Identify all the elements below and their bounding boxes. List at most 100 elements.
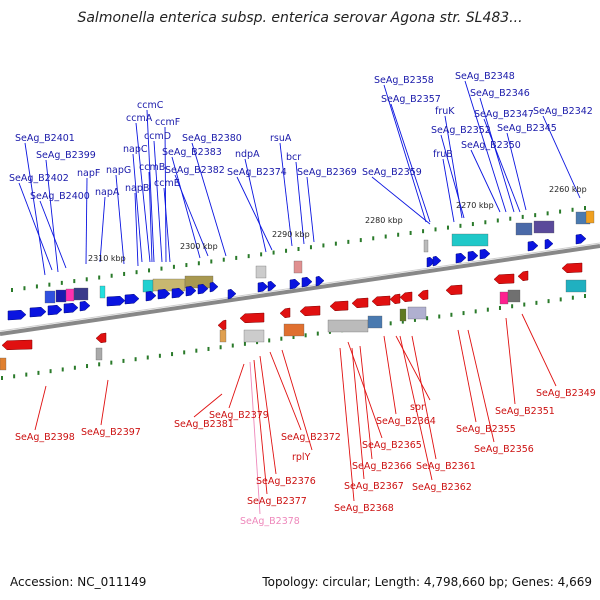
forward-gene-arrow [227,288,237,300]
forward-gene-label: SeAg_B2342 [533,106,593,117]
upper-scale-tick [434,227,437,232]
forward-leader-line [483,118,521,213]
lower-scale-tick [243,341,246,346]
lower-scale-tick [195,348,198,353]
lower-scale-tick [37,370,40,375]
reverse-gene-arrow [517,270,529,282]
forward-gene-arrow [29,306,47,318]
lower-feature-box [219,329,227,343]
forward-gene-label: rsuA [270,133,292,144]
reverse-gene-label: SeAg_B2398 [15,432,75,443]
forward-leader-line [306,176,315,243]
reverse-gene-arrow [389,293,401,305]
forward-gene-arrow [257,281,269,293]
upper-feature-box [293,260,303,274]
forward-leader-line [18,182,53,271]
reverse-leader-line [339,347,355,502]
lower-feature-box [327,319,369,333]
upper-scale-tick [160,266,163,271]
forward-gene-arrow [185,285,197,297]
upper-feature-box [255,265,267,279]
upper-scale-tick [521,214,524,219]
forward-gene-arrow [145,290,157,302]
reverse-leader-line [411,335,437,460]
forward-gene-label: napG [106,165,131,176]
reverse-leader-line [467,329,495,443]
upper-scale-tick [484,220,487,225]
upper-feature-box [515,222,533,236]
forward-leader-line [464,80,507,213]
upper-scale-tick [148,268,151,273]
lower-feature-box [243,329,265,343]
upper-feature-box [451,233,489,247]
forward-gene-arrow [575,233,587,245]
forward-gene-label: SeAg_B2401 [15,133,75,144]
forward-gene-label: SeAg_B2352 [431,125,491,136]
forward-leader-line [506,132,527,211]
reverse-gene-arrow [445,284,463,296]
reverse-gene-arrow [399,291,413,303]
lower-scale-tick [98,362,101,367]
forward-gene-label: napC [123,144,148,155]
upper-scale-tick [372,236,375,241]
backbone-highlight [0,242,600,332]
lower-scale-tick [511,304,514,309]
upper-feature-box [44,290,56,304]
reverse-leader-line [269,351,302,431]
upper-scale-tick [397,232,400,237]
upper-scale-tick [446,225,449,230]
upper-scale-tick [172,264,175,269]
accession-label: Accession: NC_011149 [10,575,147,589]
upper-scale-tick [235,255,238,260]
reverse-gene-arrow [239,312,265,324]
upper-scale-tick [60,280,63,285]
upper-scale-tick [509,216,512,221]
lower-scale-tick [401,319,404,324]
reverse-leader-line [457,329,477,423]
map-title: Salmonella enterica subsp. enterica sero… [77,10,523,26]
reverse-leader-line [281,349,313,451]
lower-scale-tick [474,309,477,314]
forward-leader-line [134,192,139,267]
forward-gene-arrow [432,255,442,267]
feature-box-layer [0,210,595,371]
lower-scale-tick [207,346,210,351]
forward-leader-line [148,171,153,263]
kbp-label: 2260 kbp [549,185,587,194]
upper-scale-tick [85,277,88,282]
upper-scale-tick [210,259,213,264]
reverse-gene-arrow [299,305,321,317]
reverse-gene-label: SeAg_B2377 [247,496,307,507]
forward-gene-arrow [7,309,27,321]
backbone-line [0,244,600,336]
lower-feature-box [565,279,587,293]
upper-feature-box [533,220,555,234]
forward-gene-label: SeAg_B2380 [182,133,242,144]
lower-scale-tick [25,372,28,377]
forward-leader-line [442,158,455,223]
upper-scale-tick [471,222,474,227]
lower-scale-tick [316,331,319,336]
upper-scale-tick [297,247,300,251]
forward-gene-label: fruB [433,149,453,160]
forward-gene-label: bcr [286,152,301,163]
lower-feature-box [407,306,427,320]
lower-scale-tick [86,364,89,369]
forward-gene-arrow [47,304,63,316]
lower-scale-tick [146,355,149,360]
reverse-gene-label: SeAg_B2397 [81,427,141,438]
reverse-gene-arrow [217,319,227,331]
upper-scale-tick [272,250,275,255]
forward-gene-arrow [301,276,313,288]
forward-gene-label: SeAg_B2350 [461,140,521,151]
forward-gene-label: SeAg_B2402 [9,173,69,184]
lower-scale-tick [547,299,550,304]
lower-scale-tick [462,311,465,316]
upper-scale-tick [23,286,26,291]
lower-scale-tick [134,357,137,362]
lower-feature-box [367,315,383,329]
reverse-gene-arrow [351,297,369,309]
lower-feature-box [95,347,103,361]
reverse-gene-label: SeAg_B2376 [256,476,316,487]
